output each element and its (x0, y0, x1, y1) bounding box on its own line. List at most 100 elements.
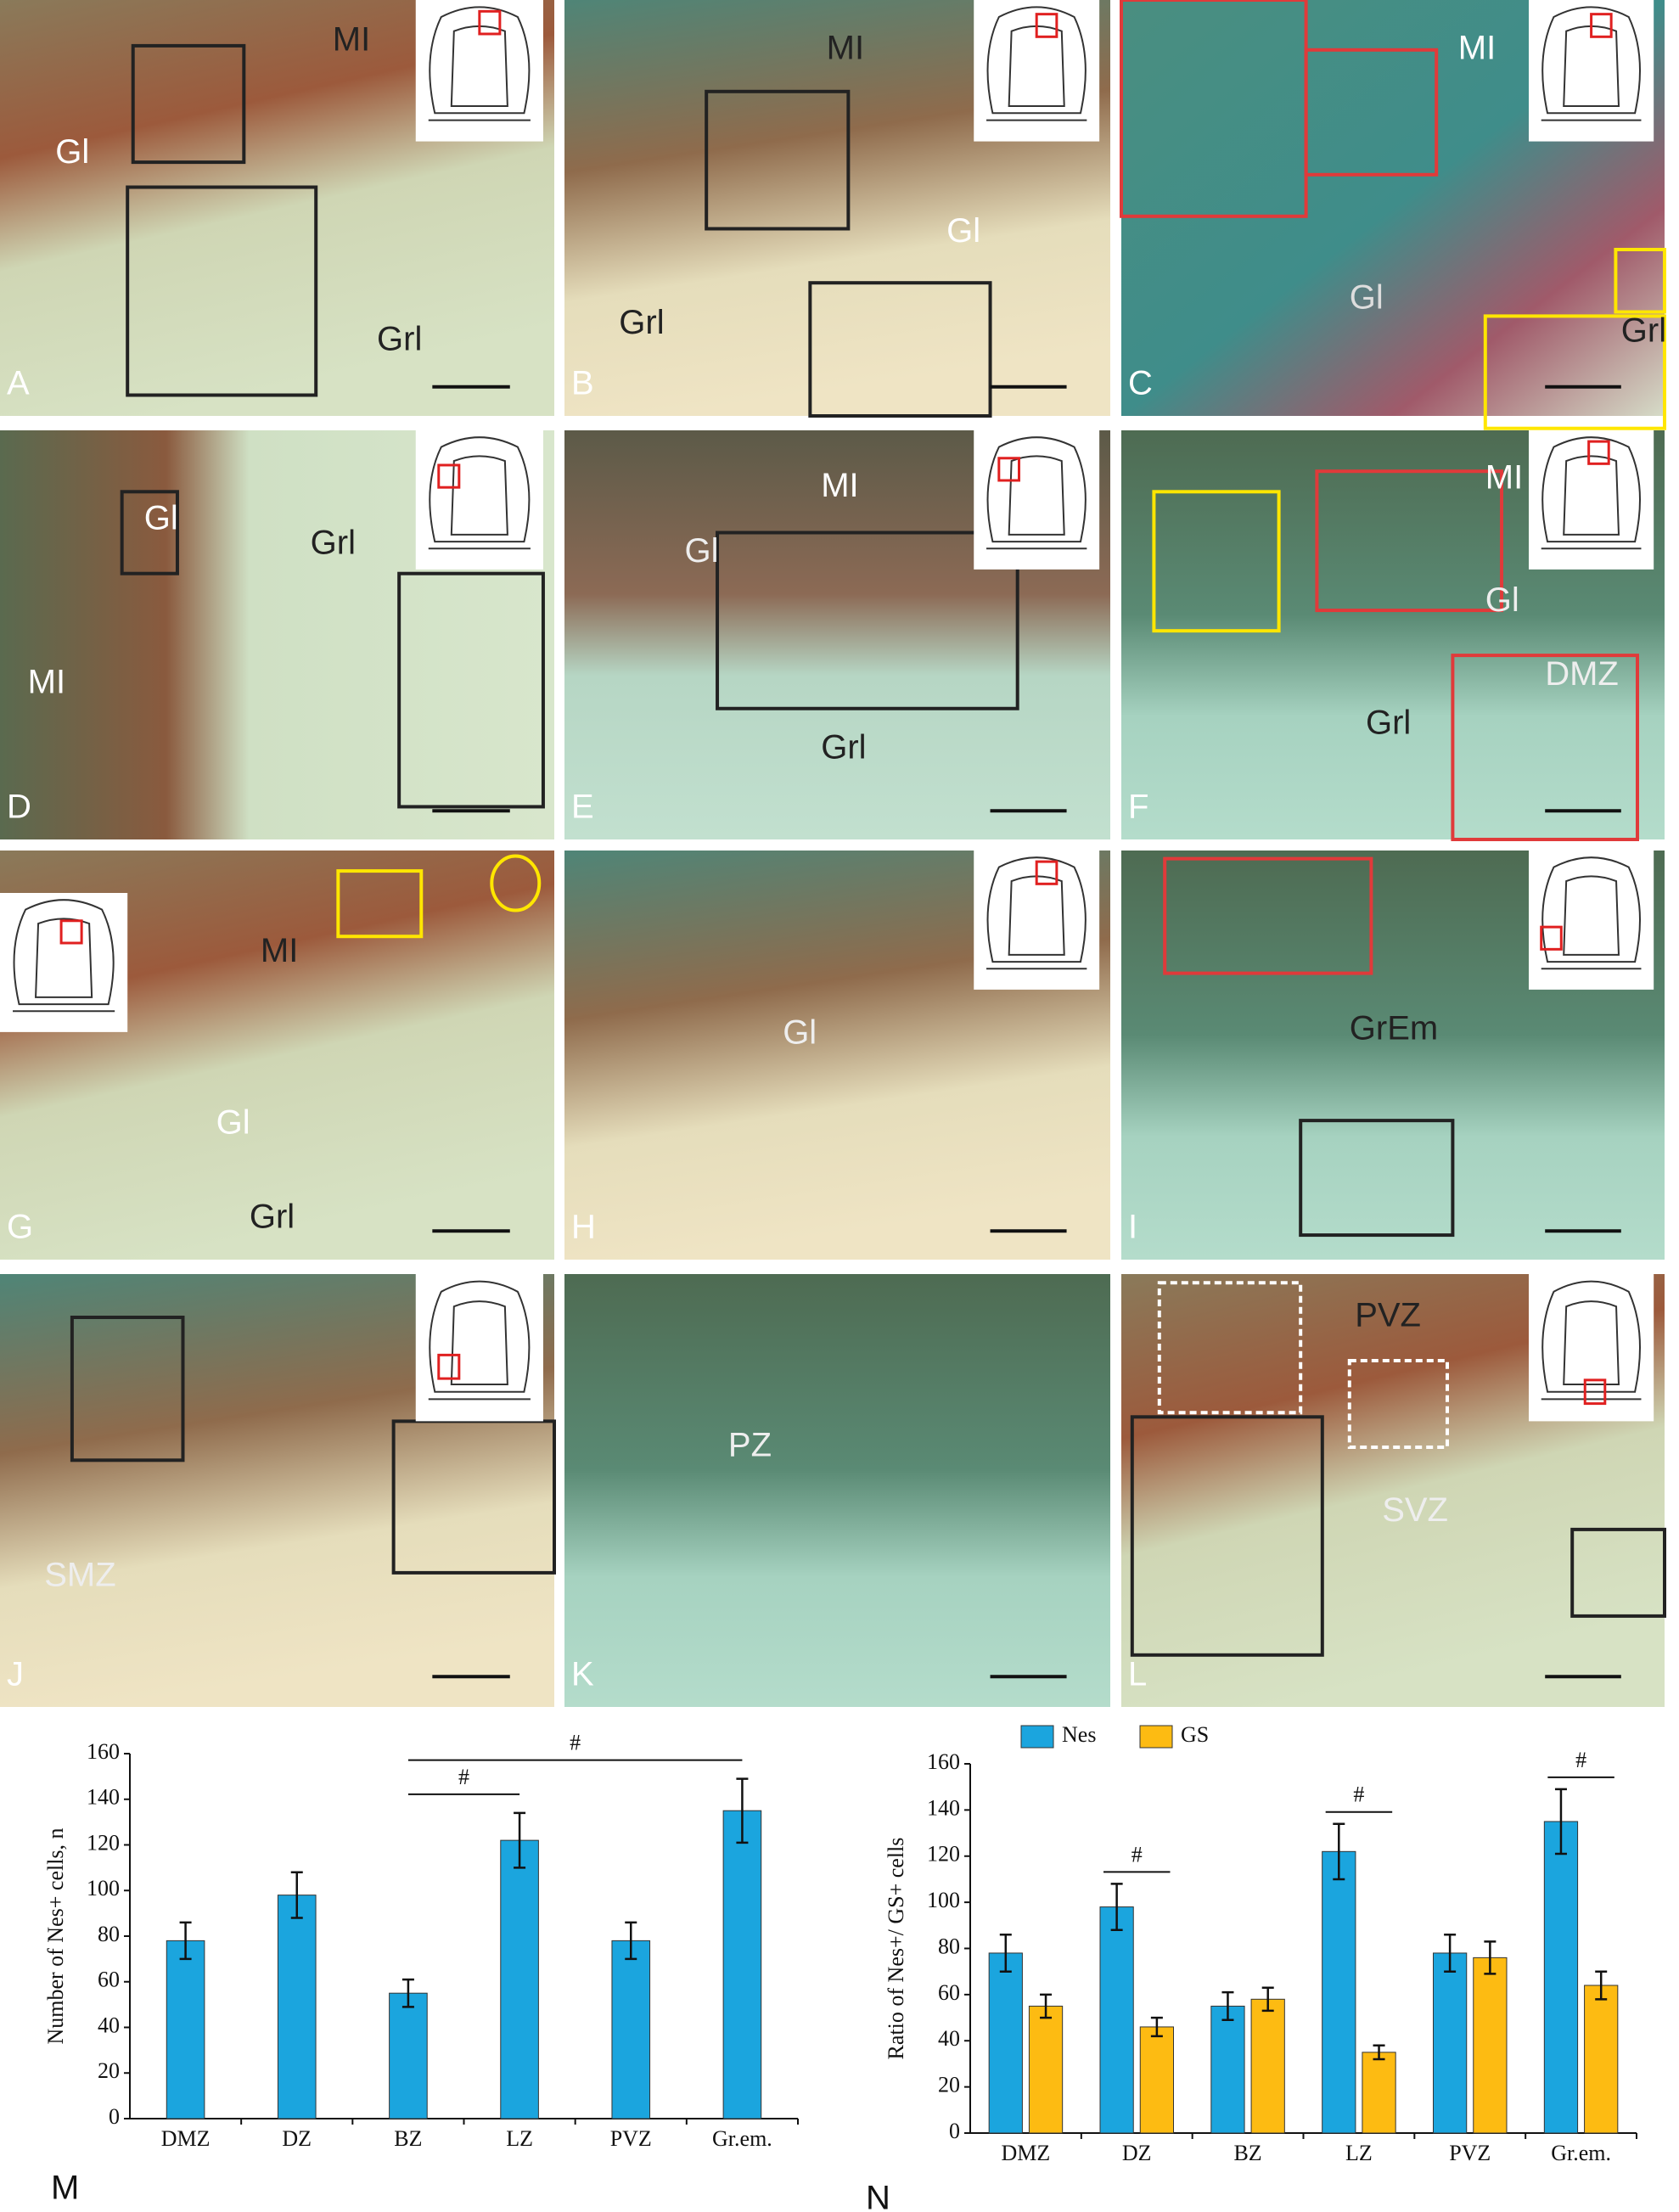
error-bar (179, 1921, 192, 1961)
bar (1210, 2005, 1245, 2134)
schematic-bg (415, 430, 543, 570)
inset-box (70, 1316, 185, 1463)
schematic-bg (1529, 430, 1654, 570)
schematic-bg (974, 430, 1100, 570)
schematic-region (1590, 13, 1613, 38)
schematic-bg (1529, 851, 1654, 990)
inset-box (126, 185, 318, 397)
region-label: Gl (684, 532, 718, 570)
y-tick-label: 100 (927, 1888, 960, 1912)
schematic-region (478, 9, 502, 36)
x-tick-label: DZ (1122, 2141, 1152, 2165)
inset-box (716, 531, 1019, 710)
schematic-outline (986, 6, 1087, 121)
panel-letter: B (571, 365, 594, 402)
region-label: SMZ (44, 1557, 115, 1594)
region-label: PZ (728, 1427, 772, 1464)
y-tick-label: 40 (938, 2026, 960, 2051)
x-tick-label: Gr.em. (712, 2126, 772, 2151)
panel-letter: C (1128, 365, 1153, 402)
region-label: Grl (311, 525, 356, 562)
x-tick-label: Gr.em. (1551, 2141, 1611, 2165)
panel-letter: G (7, 1209, 33, 1246)
region-label: Gl (783, 1013, 817, 1051)
x-tick-label: BZ (1233, 2141, 1261, 2165)
schematic-region (1035, 860, 1058, 885)
x-tick-label: PVZ (1449, 2141, 1491, 2165)
error-bar (1040, 1993, 1053, 2019)
x-tick-label: DZ (282, 2126, 312, 2151)
error-bar (402, 1978, 414, 2008)
error-bar (1554, 1788, 1567, 1855)
region-label: GrEm (1350, 1010, 1438, 1047)
error-bar (290, 1871, 303, 1919)
bar (389, 1992, 428, 2119)
schematic-region (437, 463, 461, 489)
panel-letter: K (571, 1656, 594, 1693)
bar (277, 1895, 317, 2119)
panel-letter: D (7, 789, 31, 826)
legend-swatch (1020, 1725, 1054, 1749)
error-bar (625, 1921, 637, 1961)
y-tick-label: 100 (87, 1876, 120, 1900)
y-axis-label: Ratio of Nes+/ GS+ cells (884, 1838, 908, 2060)
schematic-region (1587, 440, 1610, 465)
schematic-outline (1541, 436, 1642, 550)
inset-box (1451, 654, 1640, 841)
schematic-region (437, 1353, 461, 1380)
error-bar (1150, 2016, 1163, 2038)
y-tick-label: 120 (927, 1842, 960, 1867)
region-label: Gl (144, 500, 178, 537)
bar (1433, 1952, 1468, 2134)
panel-letter: N (866, 2180, 890, 2212)
region-label: Gl (1485, 581, 1519, 619)
bar (166, 1940, 205, 2119)
region-label: Grl (1621, 312, 1666, 350)
inset-box (1614, 248, 1667, 314)
error-bar (1221, 1990, 1234, 2022)
error-bar (1595, 1970, 1608, 2001)
inset-box (1163, 856, 1373, 975)
bar (1584, 1985, 1619, 2134)
micrograph (564, 1274, 1110, 1707)
schematic-outline (428, 6, 531, 121)
error-bar (736, 1777, 749, 1844)
y-tick-label: 40 (98, 2013, 120, 2037)
y-tick-label: 140 (927, 1795, 960, 1820)
inset-box (1299, 1119, 1455, 1238)
inset-box (131, 43, 246, 165)
y-axis-label: Number of Nes+ cells, n (43, 1827, 68, 2044)
bar (988, 1952, 1023, 2134)
error-bar (1373, 2044, 1385, 2061)
region-label: Grl (250, 1198, 295, 1235)
schematic-bg (1529, 1274, 1654, 1422)
x-tick-label: LZ (506, 2126, 533, 2151)
bar (1473, 1957, 1508, 2134)
panel-letter: M (51, 2170, 79, 2207)
bar (1139, 2026, 1174, 2134)
bar (1543, 1821, 1579, 2134)
inset-box (397, 571, 545, 809)
schematic-region (997, 457, 1020, 482)
panel-letter: H (571, 1209, 596, 1246)
y-tick-label: 20 (98, 2058, 120, 2083)
inset-box (1483, 314, 1667, 430)
panel-letter: J (7, 1656, 24, 1693)
inset-box (1130, 1415, 1324, 1657)
inset-box (1157, 1281, 1303, 1415)
bar (611, 1940, 651, 2119)
error-bar (1110, 1883, 1123, 1931)
bar (1099, 1906, 1134, 2134)
region-label: Grl (377, 320, 422, 357)
legend-label: Nes (1062, 1722, 1096, 1747)
comparison-label: # (1353, 1783, 1364, 1807)
schematic-outline (1541, 6, 1642, 121)
region-label: Grl (821, 729, 866, 766)
region-label: Gl (946, 212, 980, 250)
bar (1362, 2052, 1396, 2134)
y-tick-label: 60 (938, 1980, 960, 2005)
region-label: MI (1458, 29, 1496, 66)
error-bar (1444, 1933, 1457, 1973)
inset-box (705, 89, 851, 231)
